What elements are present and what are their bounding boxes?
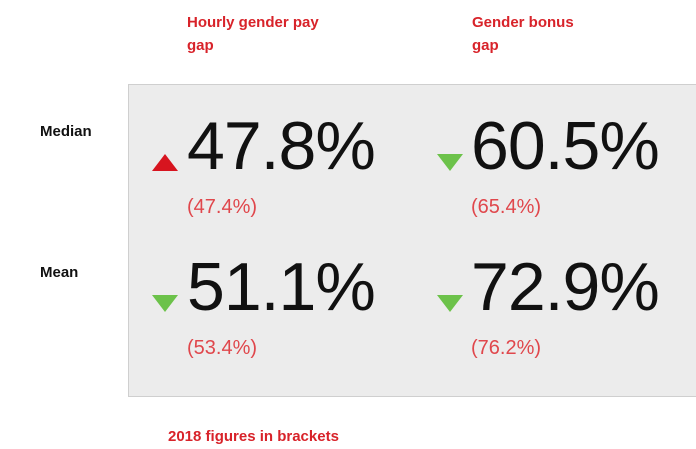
- figures-panel: [128, 84, 696, 397]
- trend-arrow: [437, 154, 463, 171]
- column-header: Hourly gender pay gap: [187, 14, 319, 54]
- column-header: Gender bonus gap: [472, 14, 574, 54]
- trend-arrow: [152, 295, 178, 312]
- current-figure: 47.8%: [187, 108, 376, 184]
- row-label: Median: [40, 123, 92, 140]
- previous-figure: (53.4%): [187, 337, 258, 359]
- previous-figure: (47.4%): [187, 196, 258, 218]
- current-figure: 60.5%: [471, 108, 660, 184]
- row-label: Mean: [40, 264, 79, 281]
- footer-note: 2018 figures in brackets: [168, 428, 339, 445]
- arrow-down: [152, 295, 178, 312]
- arrow-up: [152, 154, 178, 171]
- trend-arrow: [437, 295, 463, 312]
- previous-figure: (76.2%): [471, 337, 542, 359]
- current-figure: 72.9%: [471, 249, 660, 325]
- arrow-down: [437, 295, 463, 312]
- trend-arrow: [152, 154, 178, 171]
- current-figure: 51.1%: [187, 249, 376, 325]
- arrow-down: [437, 154, 463, 171]
- previous-figure: (65.4%): [471, 196, 542, 218]
